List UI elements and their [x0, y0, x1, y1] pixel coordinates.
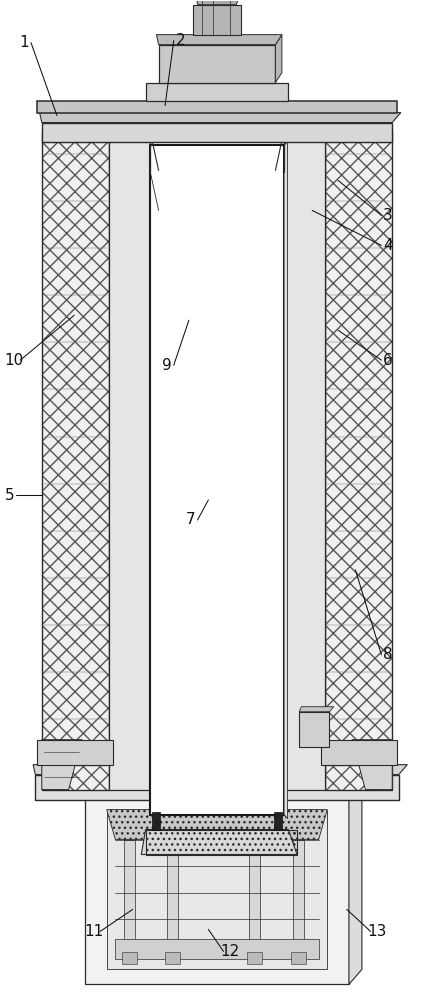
Bar: [115, 939, 319, 959]
Polygon shape: [352, 740, 392, 790]
Bar: [284, 131, 325, 790]
Bar: [325, 131, 392, 790]
Bar: [193, 5, 241, 35]
Polygon shape: [195, 0, 241, 5]
Bar: [146, 830, 297, 855]
Bar: [274, 812, 282, 830]
Bar: [165, 952, 180, 964]
Bar: [247, 952, 263, 964]
Bar: [37, 740, 113, 765]
Bar: [85, 785, 349, 984]
Text: 2: 2: [175, 33, 185, 48]
Polygon shape: [276, 35, 282, 83]
Polygon shape: [107, 810, 327, 840]
Text: 12: 12: [220, 944, 240, 959]
Text: 6: 6: [383, 353, 393, 368]
Bar: [299, 712, 329, 747]
Bar: [167, 840, 178, 959]
Polygon shape: [39, 113, 401, 123]
Polygon shape: [44, 113, 163, 142]
Text: 10: 10: [4, 353, 23, 368]
Bar: [150, 145, 284, 815]
Polygon shape: [349, 770, 362, 984]
Text: 11: 11: [84, 924, 103, 939]
Bar: [290, 952, 306, 964]
Polygon shape: [284, 141, 287, 819]
Text: 7: 7: [186, 512, 196, 527]
Polygon shape: [271, 113, 390, 142]
Bar: [321, 740, 397, 765]
Bar: [42, 131, 109, 790]
Bar: [42, 123, 392, 142]
Bar: [146, 83, 288, 101]
Bar: [122, 952, 137, 964]
Bar: [37, 101, 397, 113]
Bar: [42, 131, 109, 790]
Bar: [124, 840, 135, 959]
Polygon shape: [81, 770, 362, 785]
Polygon shape: [42, 740, 82, 790]
Bar: [325, 131, 392, 790]
Bar: [152, 812, 160, 830]
Text: 1: 1: [20, 35, 30, 50]
Text: 9: 9: [162, 358, 172, 373]
Polygon shape: [299, 707, 334, 712]
Text: 4: 4: [383, 238, 393, 253]
Polygon shape: [141, 830, 297, 855]
Polygon shape: [156, 35, 282, 45]
Bar: [250, 840, 260, 959]
Text: 13: 13: [367, 924, 387, 939]
Polygon shape: [33, 765, 408, 775]
Text: 5: 5: [4, 488, 14, 503]
Text: 3: 3: [383, 208, 393, 223]
Bar: [109, 131, 150, 790]
Bar: [35, 775, 399, 800]
Text: 8: 8: [383, 647, 393, 662]
Bar: [158, 45, 276, 83]
Bar: [107, 810, 327, 969]
Bar: [293, 840, 303, 959]
